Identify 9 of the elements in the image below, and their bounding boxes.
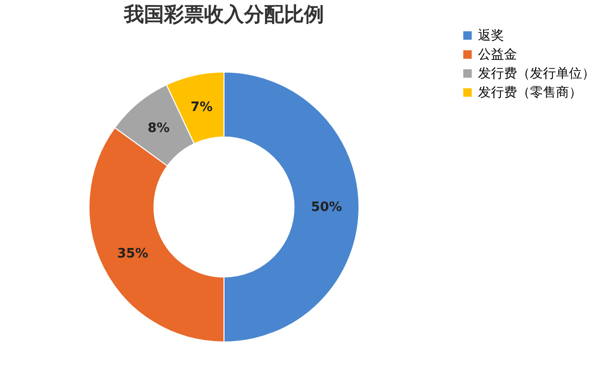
legend-label: 发行费（零售商） bbox=[478, 86, 582, 100]
data-label: 50% bbox=[310, 200, 342, 215]
chart-title: 我国彩票收入分配比例 bbox=[123, 2, 324, 26]
legend-label: 返奖 bbox=[478, 28, 504, 44]
data-label: 8% bbox=[148, 121, 170, 136]
data-label: 7% bbox=[190, 100, 213, 115]
legend-label: 公益金 bbox=[478, 48, 517, 62]
data-label: 35% bbox=[117, 246, 148, 262]
legend-label: 发行费（发行单位） bbox=[478, 66, 595, 82]
